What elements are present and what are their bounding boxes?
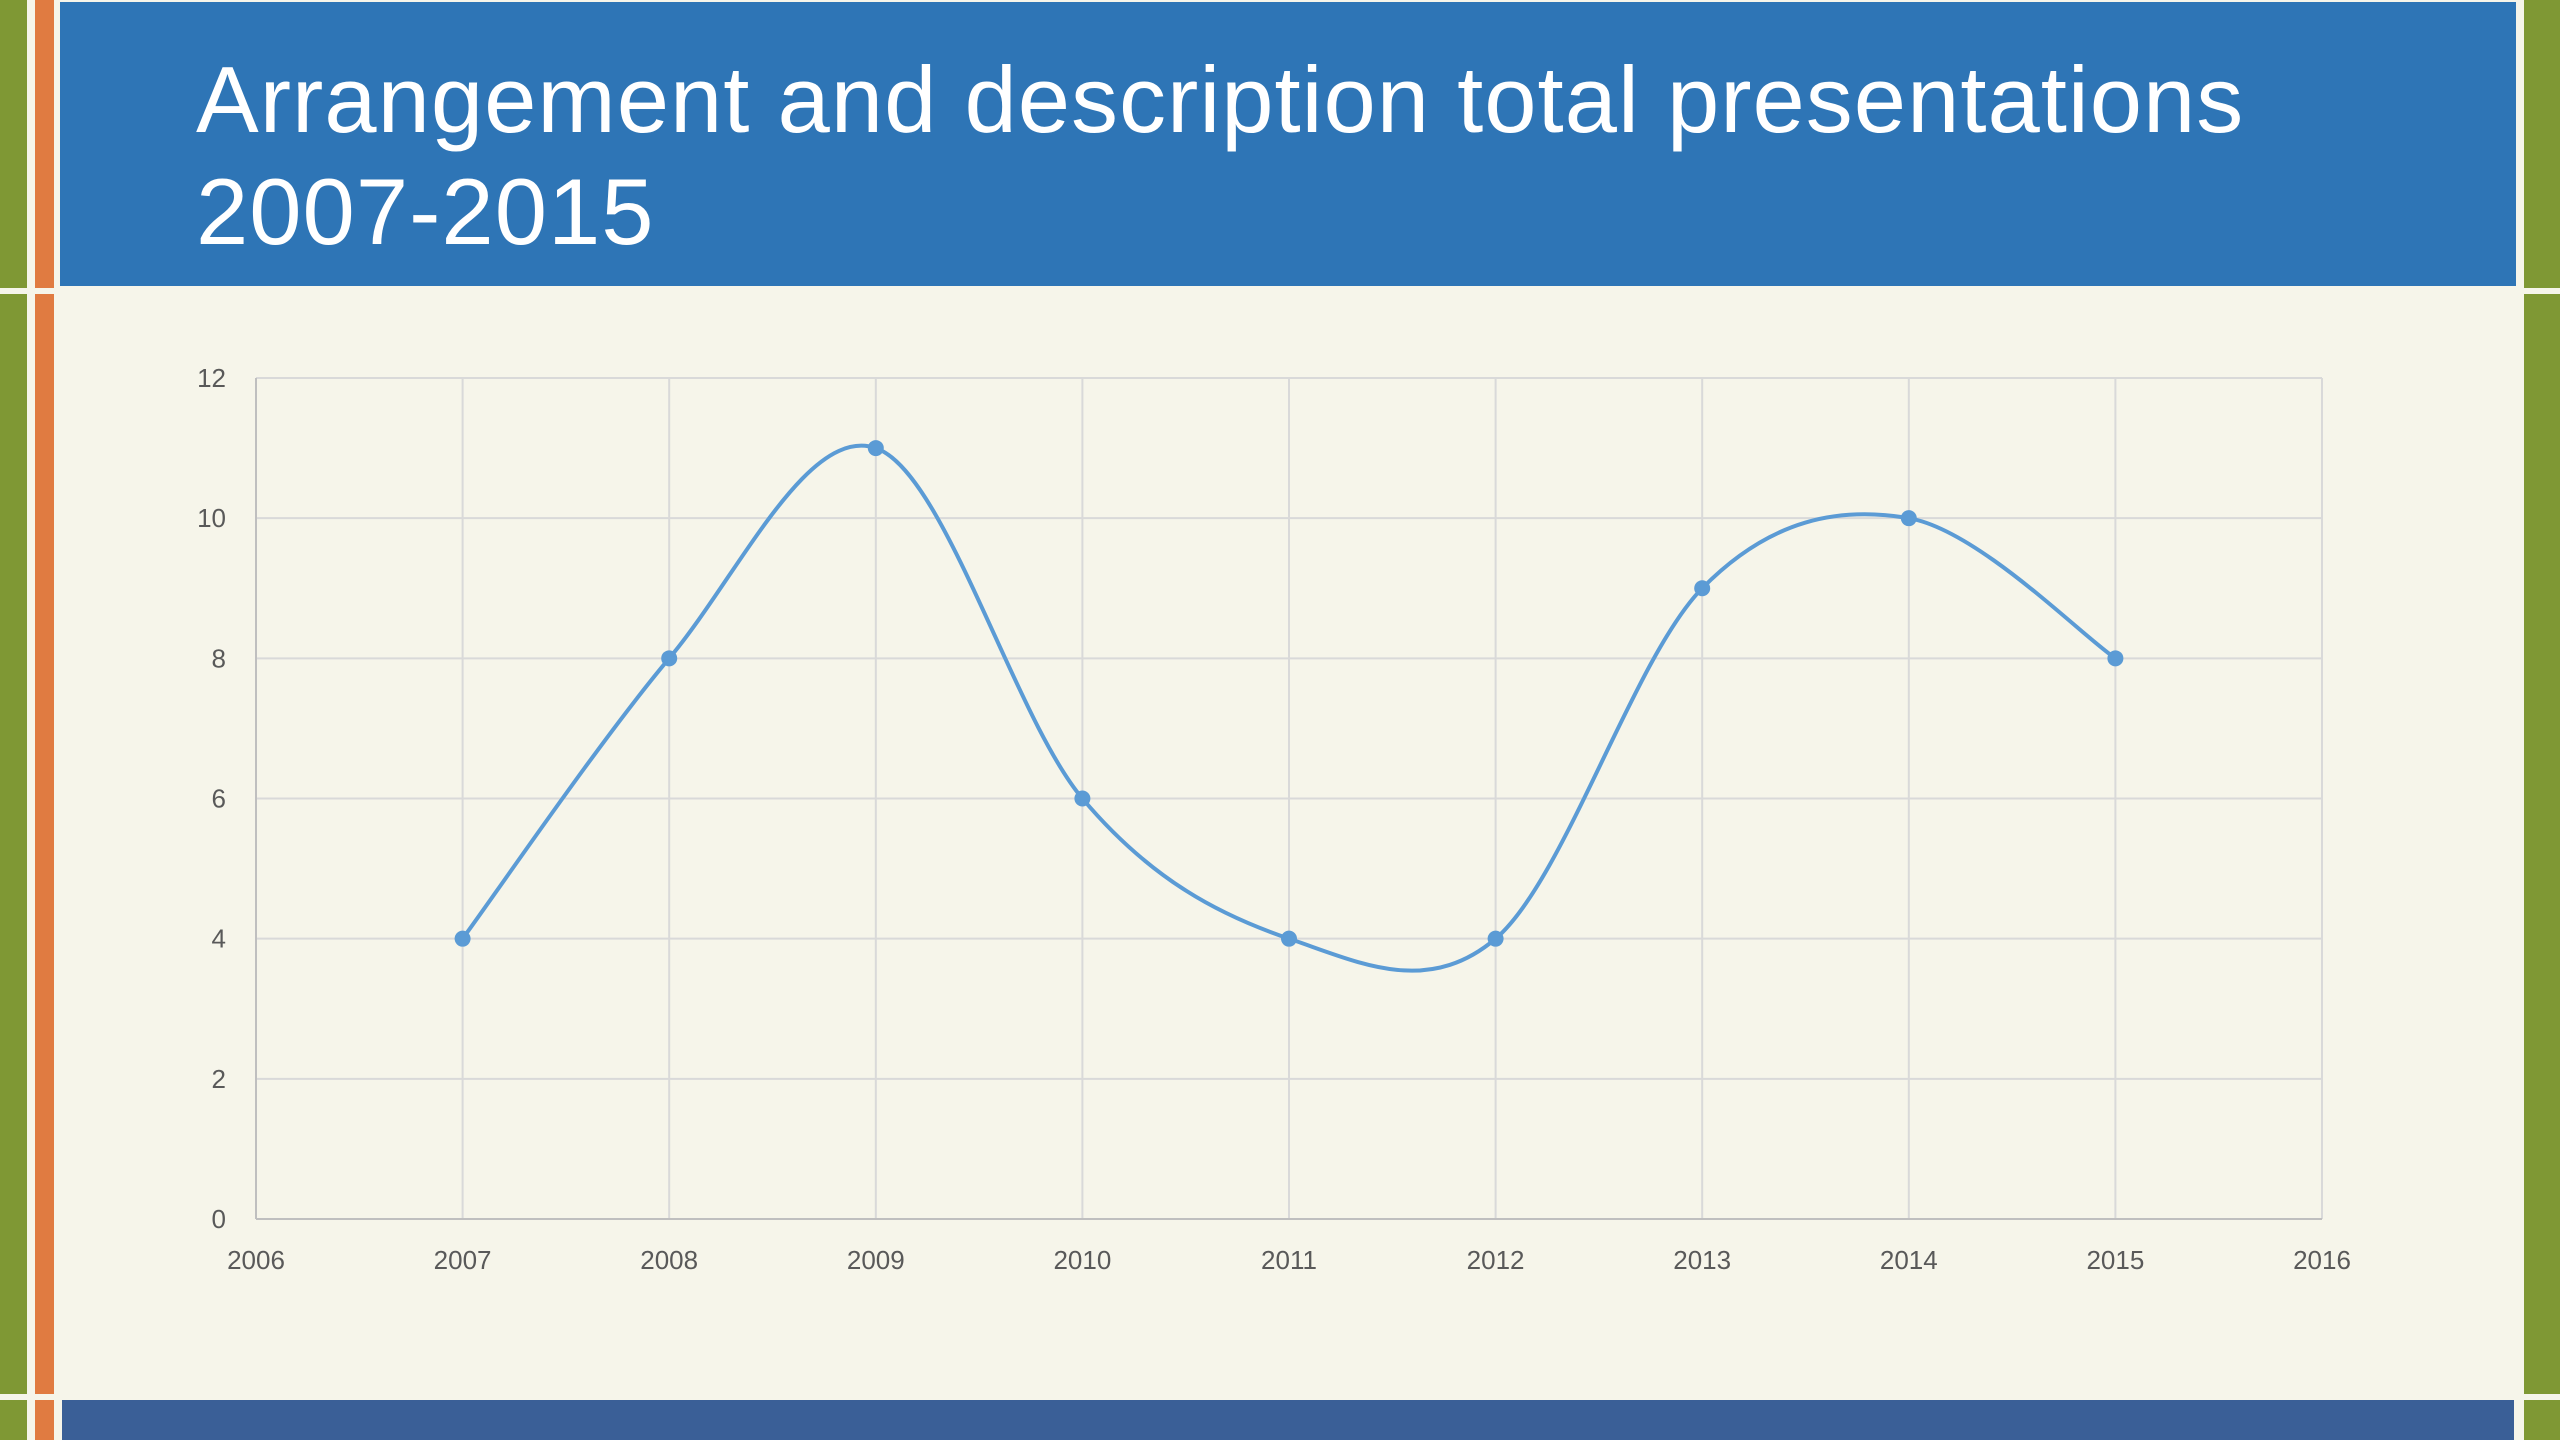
x-tick-label: 2015 [2086,1245,2144,1275]
y-tick-label: 10 [197,503,226,533]
series-line [460,443,2117,973]
frame-left-orange-strip [35,0,54,1440]
data-point-marker [2107,650,2124,667]
data-point-marker [1694,580,1711,597]
x-tick-label: 2014 [1880,1245,1938,1275]
y-tick-label: 4 [212,924,226,954]
footer-bar [62,1400,2514,1440]
y-tick-label: 6 [212,784,226,814]
x-tick-label: 2012 [1467,1245,1525,1275]
x-tick-label: 2016 [2293,1245,2351,1275]
frame-left-gap [27,0,35,1440]
data-point-marker [454,930,471,947]
y-tick-label: 0 [212,1204,226,1234]
data-point-marker [1487,930,1504,947]
frame-divider-top [0,288,2560,294]
y-tick-label: 8 [212,643,226,673]
y-tick-label: 12 [197,363,226,393]
chart-axes [255,378,2322,1220]
slide-title: Arrangement and description total presen… [196,47,2245,264]
x-tick-label: 2009 [847,1245,905,1275]
x-tick-label: 2007 [434,1245,492,1275]
x-tick-label: 2008 [640,1245,698,1275]
data-point-marker [1074,790,1091,807]
x-tick-label: 2011 [1261,1245,1317,1275]
x-tick-label: 2013 [1673,1245,1731,1275]
chart-grid [255,377,2323,1220]
frame-right-gap [2516,0,2524,1440]
y-tick-label: 2 [212,1064,226,1094]
frame-left-green-strip [0,0,27,1440]
data-point-marker [1281,930,1297,947]
x-tick-label: 2010 [1053,1245,1111,1275]
chart-series [454,440,2124,973]
data-point-marker [867,440,884,457]
chart-tick-labels: 2006 2007 2008 2009 2010 2011 2012 2013 2014 2015… [197,363,2351,1275]
title-banner: Arrangement and description total presen… [60,2,2516,286]
frame-right-green-strip [2524,0,2560,1440]
frame-divider-bottom [0,1394,2560,1400]
x-tick-label: 2006 [227,1245,285,1275]
data-point-marker [661,650,678,667]
data-point-marker [1900,510,1917,527]
